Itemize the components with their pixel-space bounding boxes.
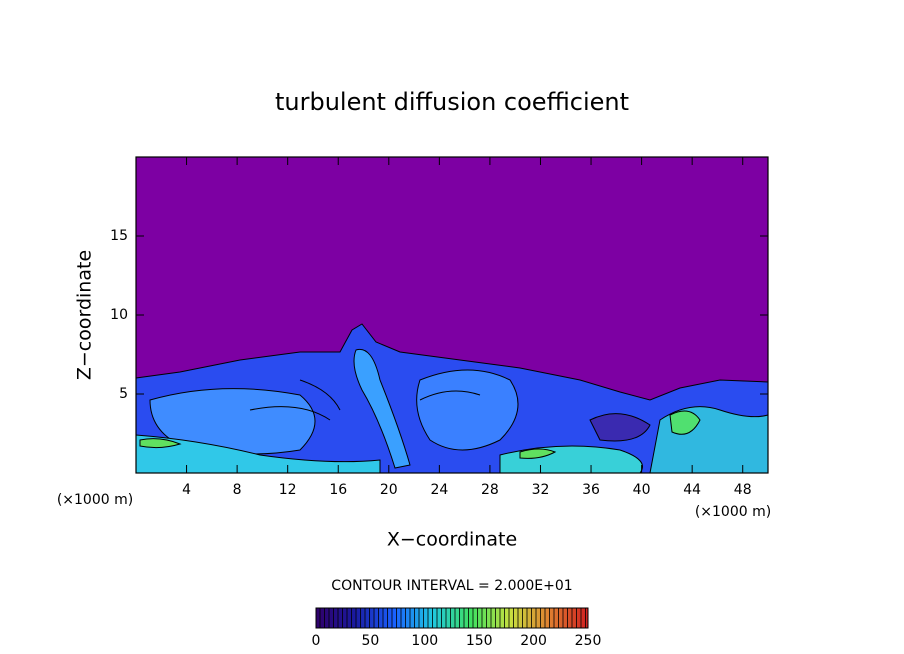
y-tick-label: 10 [110, 307, 128, 323]
x-unit-right: (×1000 m) [695, 504, 771, 520]
x-tick-label: 4 [182, 482, 191, 498]
y-axis-label: Z−coordinate [74, 250, 96, 380]
x-tick-label: 48 [734, 482, 752, 498]
x-tick-label: 40 [633, 482, 651, 498]
x-axis-label: X−coordinate [387, 529, 517, 551]
x-tick-label: 16 [329, 482, 347, 498]
x-tick-label: 20 [380, 482, 398, 498]
x-unit-left: (×1000 m) [57, 492, 133, 508]
y-tick-label: 5 [119, 386, 128, 402]
colorbar-tick-label: 250 [575, 633, 602, 649]
x-tick-label: 24 [430, 482, 448, 498]
colorbar-label: CONTOUR INTERVAL = 2.000E+01 [331, 578, 572, 594]
x-tick-label: 12 [279, 482, 297, 498]
x-tick-label: 8 [233, 482, 242, 498]
colorbar-tick-label: 200 [520, 633, 547, 649]
colorbar-lines [315, 607, 589, 629]
colorbar-tick-label: 50 [361, 633, 379, 649]
colorbar-tick-label: 0 [312, 633, 321, 649]
contour-field [136, 157, 768, 473]
colorbar-tick-label: 150 [466, 633, 493, 649]
y-tick-label: 15 [110, 228, 128, 244]
x-tick-label: 28 [481, 482, 499, 498]
x-tick-label: 36 [582, 482, 600, 498]
colorbar-tick-label: 100 [411, 633, 438, 649]
chart-title: turbulent diffusion coefficient [275, 88, 629, 116]
x-tick-label: 44 [683, 482, 701, 498]
x-tick-label: 32 [532, 482, 550, 498]
